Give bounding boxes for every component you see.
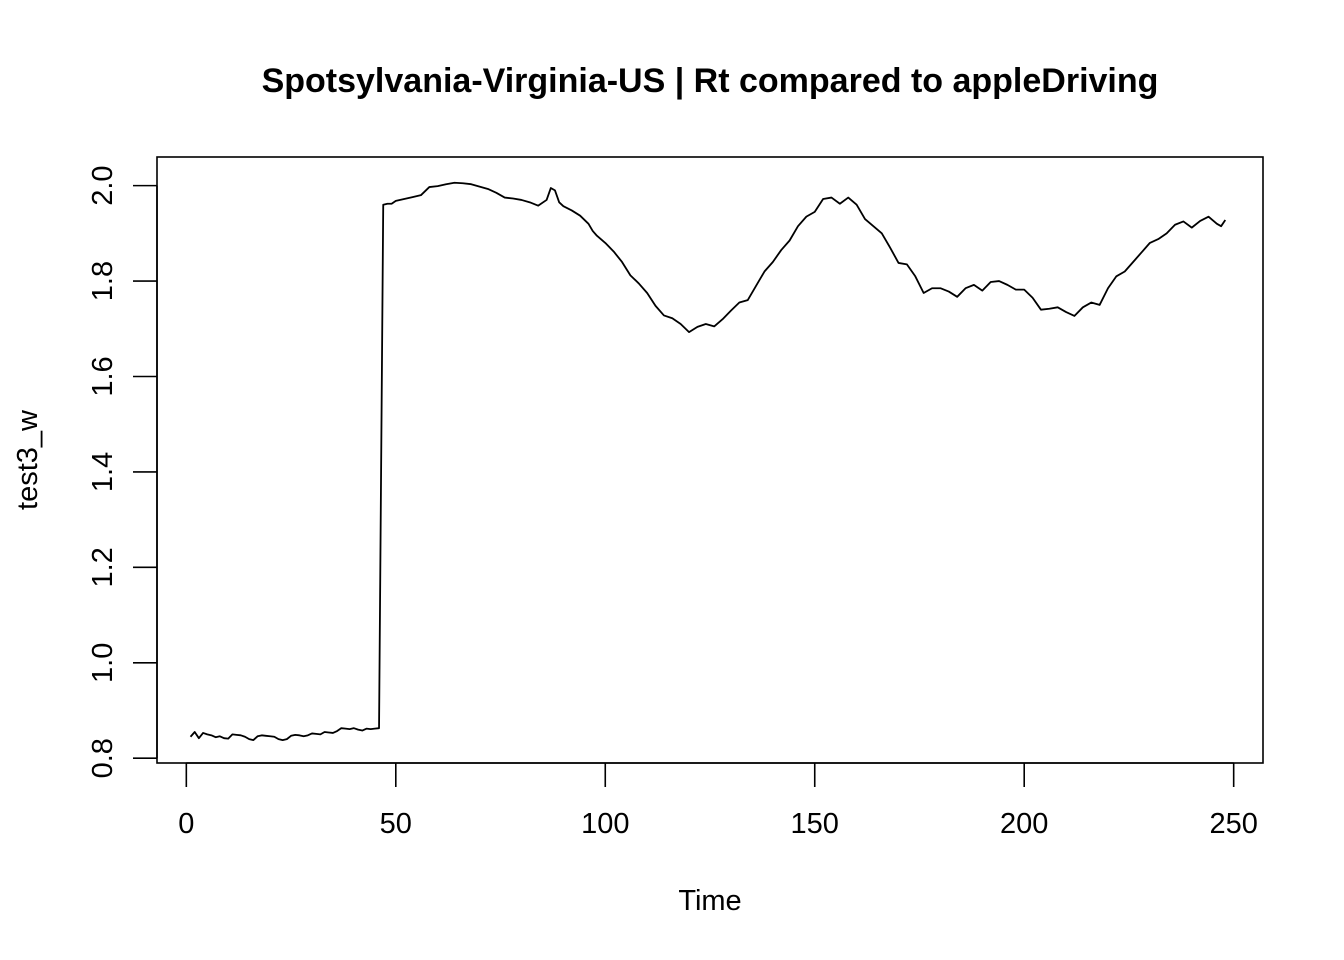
x-tick-label: 150 [791,808,839,840]
series-line [189,181,1227,741]
x-tick-label: 100 [581,808,629,840]
plot-area-border [156,156,1264,764]
y-axis: 0.8 1.0 1.2 1.4 1.6 1.8 2.0 [87,165,158,778]
y-tick-label: 1.2 [87,547,119,587]
x-tick-label: 200 [1000,808,1048,840]
x-axis: 0 50 100 150 200 250 [178,762,1258,840]
y-tick-label: 2.0 [87,165,119,205]
y-tick-label: 1.8 [87,261,119,301]
x-tick-label: 0 [178,808,194,840]
y-tick-label: 1.4 [87,452,119,492]
chart-title: Spotsylvania-Virginia-US | Rt compared t… [262,62,1159,100]
y-tick-label: 0.8 [87,738,119,778]
x-tick-label: 250 [1209,808,1257,840]
y-tick-label: 1.0 [87,643,119,683]
x-tick-label: 50 [380,808,412,840]
x-axis-label: Time [678,885,741,917]
y-tick-label: 1.6 [87,356,119,396]
y-axis-label: test3_w [12,409,44,510]
